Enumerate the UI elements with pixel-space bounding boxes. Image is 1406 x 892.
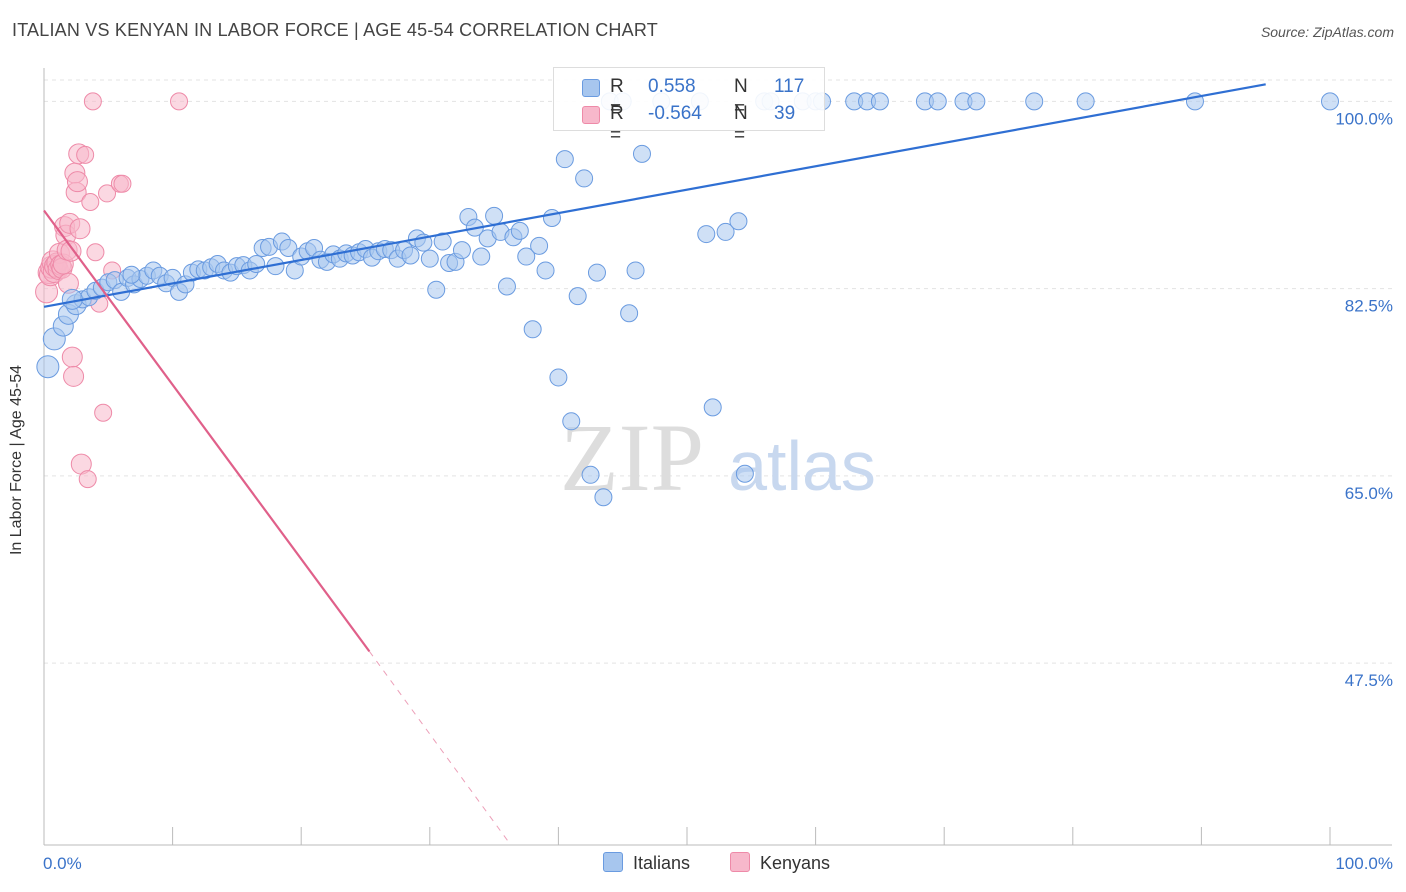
y-tick-label: 65.0% <box>1345 484 1393 503</box>
y-tick-label: 82.5% <box>1345 297 1393 316</box>
legend-swatch-italians <box>603 852 623 872</box>
italian-point <box>562 412 581 431</box>
kenyan-point <box>170 92 189 111</box>
italian-point <box>433 232 452 251</box>
x-tick-label: 0.0% <box>43 854 82 873</box>
legend-n-value: 117 <box>774 76 805 97</box>
kenyan-point <box>98 184 117 203</box>
italian-point <box>427 280 446 299</box>
legend-label-italians: Italians <box>633 853 691 873</box>
italian-point <box>716 222 735 241</box>
italian-point <box>581 465 600 484</box>
italian-point <box>420 249 439 268</box>
italian-point <box>452 241 471 260</box>
italian-point <box>703 398 722 417</box>
kenyan-point <box>60 240 82 262</box>
legend-swatch-italians <box>582 79 600 97</box>
italian-point <box>1076 92 1095 111</box>
kenyan-point <box>86 243 105 262</box>
legend-n-label: N = <box>734 76 748 119</box>
italian-point <box>626 261 645 280</box>
trend-lines <box>43 83 1266 846</box>
italian-point <box>632 144 651 163</box>
correlation-legend: R = 0.558 N = 117 R = -0.564 N = 39 <box>553 67 825 146</box>
legend-n-value: 39 <box>774 103 796 124</box>
italian-point <box>549 368 568 387</box>
legend-swatch-kenyans <box>582 106 600 124</box>
legend-r-value: -0.564 <box>648 103 702 124</box>
axes <box>43 68 1392 846</box>
italian-point <box>1025 92 1044 111</box>
italian-point <box>697 225 716 244</box>
kenyans-points <box>35 92 189 489</box>
italians-trend-line <box>43 83 1266 308</box>
legend-swatch-kenyans <box>730 852 750 872</box>
legend-r-label: R = <box>610 76 624 119</box>
italian-point <box>967 92 986 111</box>
italian-point <box>575 169 594 188</box>
chart-title: ITALIAN VS KENYAN IN LABOR FORCE | AGE 4… <box>12 20 658 40</box>
kenyans-trend-line <box>43 209 371 652</box>
italian-point <box>594 488 613 507</box>
kenyans-trend-extension <box>368 651 512 846</box>
watermark: ZIP atlas <box>560 404 876 511</box>
italian-point <box>517 247 536 266</box>
italian-point <box>542 209 561 228</box>
kenyan-point <box>113 174 132 193</box>
italian-point <box>729 212 748 231</box>
legend-n-label: N = <box>734 103 748 146</box>
kenyan-point <box>66 171 88 193</box>
italian-point <box>620 304 639 323</box>
legend-item-italians: Italians <box>603 852 690 874</box>
kenyan-point <box>81 192 100 211</box>
kenyan-point <box>83 92 102 111</box>
italian-point <box>523 320 542 339</box>
italian-point <box>497 277 516 296</box>
italian-point <box>472 247 491 266</box>
italian-point <box>536 261 555 280</box>
legend-r-value: 0.558 <box>648 76 696 97</box>
italian-point <box>1321 92 1339 111</box>
y-tick-label: 47.5% <box>1345 671 1393 690</box>
italian-point <box>870 92 889 111</box>
italian-point <box>587 263 606 282</box>
y-tick-label: 100.0% <box>1335 109 1393 128</box>
kenyan-point <box>78 470 97 489</box>
italian-point <box>928 92 947 111</box>
legend-r-label: R = <box>610 103 624 146</box>
italian-point <box>568 287 587 306</box>
kenyan-point <box>76 145 95 164</box>
kenyan-point <box>94 403 113 422</box>
x-tick-label: 100.0% <box>1335 854 1393 873</box>
italian-point <box>555 150 574 169</box>
legend-item-kenyans: Kenyans <box>730 852 830 874</box>
watermark-zip: ZIP <box>560 404 704 511</box>
italian-point <box>279 238 298 257</box>
watermark-atlas: atlas <box>728 427 876 505</box>
source-label: Source: ZipAtlas.com <box>1260 24 1394 40</box>
italian-point <box>485 206 504 225</box>
italian-point <box>122 265 141 284</box>
kenyan-point <box>69 218 91 240</box>
tick-labels: 47.5% 65.0% 82.5% 100.0% 0.0% 100.0% <box>43 109 1393 873</box>
legend-label-kenyans: Kenyans <box>760 853 831 873</box>
kenyan-point <box>61 346 83 368</box>
gridlines <box>44 79 1392 664</box>
italian-point <box>510 221 529 240</box>
italian-point <box>530 236 549 255</box>
kenyan-point <box>63 365 85 387</box>
italian-point <box>36 355 60 379</box>
italian-point <box>401 246 420 265</box>
italian-point <box>735 464 754 483</box>
